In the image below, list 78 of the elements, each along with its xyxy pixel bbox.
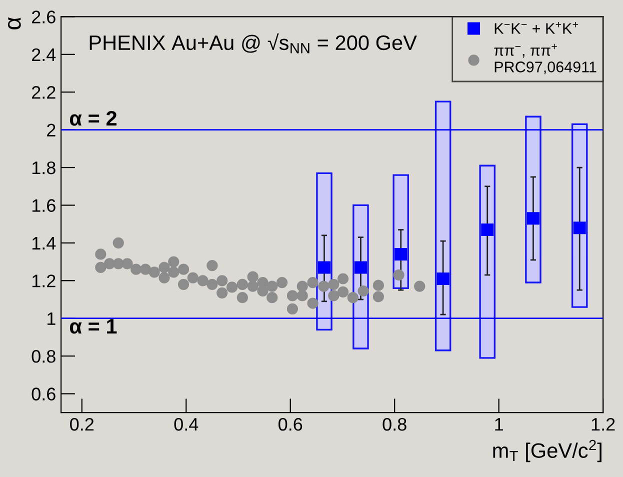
point [394, 248, 408, 260]
point [112, 237, 124, 248]
point [95, 248, 106, 260]
point [95, 262, 106, 273]
point [414, 280, 426, 292]
point [436, 272, 450, 285]
legend-label: ππ$^{−}$, ππ$^{+}$ PRC97,064911 [494, 44, 596, 74]
point [130, 264, 142, 275]
point [266, 292, 278, 304]
x-tick-label: 0.4 [174, 418, 198, 431]
y-tick-label: 0.8 [32, 350, 56, 363]
text: PHENIX Au+Au @ √s$_{NN}$ = 200 GeV [90, 33, 417, 54]
point [187, 272, 198, 284]
point [276, 276, 288, 288]
point [372, 280, 384, 291]
point [168, 266, 180, 278]
y-tick-label: 0.6 [32, 388, 56, 400]
point [122, 258, 133, 270]
point [328, 278, 340, 290]
point [178, 264, 190, 275]
point [347, 292, 358, 304]
point [236, 292, 248, 304]
point [158, 272, 170, 284]
point [286, 290, 298, 302]
x-tick-label: 1.2 [592, 418, 615, 431]
x-tick-label: 0.6 [278, 418, 302, 431]
point [372, 291, 384, 302]
point [158, 262, 170, 273]
point [296, 290, 308, 302]
point [216, 275, 228, 286]
y-tick-label: 1.6 [32, 199, 56, 212]
legend-label: K$^{−}$K$^{−}$ + K$^{+}$K$^{+}$ [494, 22, 578, 34]
point [328, 290, 340, 302]
y-tick-label: 2.6 [32, 10, 56, 24]
point [354, 261, 367, 274]
y-tick-label: 2 [47, 124, 56, 136]
point [104, 258, 116, 270]
point [358, 285, 369, 297]
point [257, 285, 268, 297]
point [140, 264, 152, 275]
x-tick-label: 0.2 [70, 418, 94, 431]
x-tick-label: 1 [495, 418, 503, 431]
point [307, 298, 318, 309]
point [247, 280, 258, 292]
point [206, 260, 218, 272]
y-tick-label: 1.8 [32, 161, 56, 174]
point [266, 280, 278, 292]
point [148, 266, 160, 278]
point [526, 212, 540, 225]
point [168, 256, 180, 268]
y-tick-label: 1 [48, 312, 56, 325]
y-tick-label: 1.2 [32, 274, 56, 288]
point [296, 280, 308, 292]
point [197, 275, 208, 286]
point [236, 278, 248, 290]
point [337, 286, 349, 298]
point [286, 303, 298, 314]
point [481, 223, 494, 236]
y-axis-title: α [8, 17, 21, 30]
point [247, 271, 258, 282]
y-tick-label: 2.4 [32, 48, 56, 61]
point [307, 276, 318, 288]
point [206, 278, 218, 290]
point [178, 278, 190, 290]
point [112, 258, 124, 270]
x-tick-label: 0.8 [382, 418, 406, 431]
ref-line-label: α = 1 [70, 319, 117, 334]
point [573, 222, 586, 234]
point [337, 273, 349, 284]
point [393, 269, 404, 281]
point [318, 261, 330, 274]
point [318, 280, 330, 292]
point [226, 282, 238, 293]
x-axis-title: m$_{T}$ [GeV/c$^{2}$] [493, 440, 602, 462]
y-tick-label: 2.2 [32, 86, 56, 99]
ref-line-label: α = 2 [70, 110, 116, 126]
y-tick-label: 1.4 [32, 237, 56, 250]
point [216, 287, 228, 298]
